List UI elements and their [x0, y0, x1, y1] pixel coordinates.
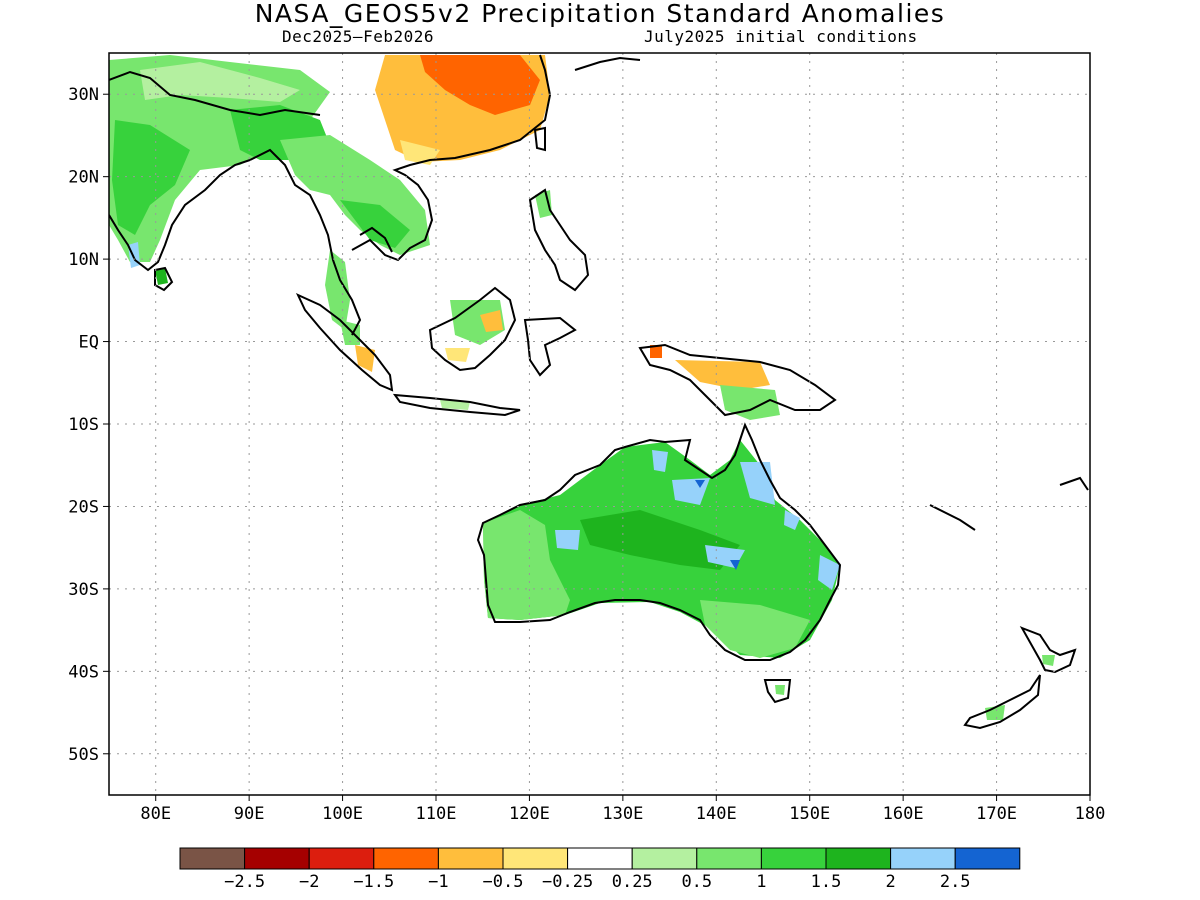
- borneo-negative-patch: [480, 310, 503, 332]
- australia-strong-dot: [730, 560, 740, 570]
- colorbar-swatch: [825, 847, 892, 870]
- y-tick-label: 50S: [68, 745, 99, 765]
- australia-strong-dot-2: [695, 480, 705, 488]
- borneo-south-patch: [445, 348, 470, 362]
- x-tick-label: 120E: [509, 804, 550, 824]
- colorbar-swatch: [760, 847, 827, 870]
- y-tick-label: 40S: [68, 662, 99, 682]
- colorbar-label: −1.5: [353, 872, 394, 892]
- colorbar-swatch: [502, 847, 569, 870]
- new-zealand-south-positive: [985, 705, 1005, 720]
- colorbar-label: −0.25: [542, 872, 593, 892]
- south-china-strong-negative: [420, 55, 540, 115]
- new-zealand-north-positive: [1042, 655, 1055, 666]
- map-title: NASA_GEOS5v2 Precipitation Standard Anom…: [254, 0, 946, 28]
- x-tick-label: 110E: [416, 804, 457, 824]
- colorbar-label: −0.5: [483, 872, 524, 892]
- latitude-axis: 30N 20N 10N EQ 10S 20S 30S 40S 50S: [68, 85, 109, 765]
- australia-east-blue: [818, 555, 840, 590]
- australia-south-weaker-anomaly: [700, 600, 810, 658]
- colorbar-swatch: [631, 847, 698, 870]
- colorbar-swatch: [308, 847, 375, 870]
- x-tick-label: 150E: [789, 804, 830, 824]
- new-guinea-positive-anomaly: [720, 385, 780, 420]
- y-tick-label: 10S: [68, 415, 99, 435]
- x-tick-label: 100E: [322, 804, 363, 824]
- new-guinea-negative-anomaly: [675, 360, 770, 390]
- colorbar-label: 2.5: [940, 872, 971, 892]
- x-tick-label: 160E: [883, 804, 924, 824]
- y-tick-label: 20N: [68, 168, 99, 188]
- colorbar-label: 2: [885, 872, 895, 892]
- colorbar-swatch: [567, 847, 633, 870]
- x-tick-label: 140E: [696, 804, 737, 824]
- colorbar-swatch: [244, 847, 310, 870]
- india-stronger-anomaly: [112, 120, 190, 235]
- colorbar-label: 1: [756, 872, 766, 892]
- y-tick-label: 10N: [68, 250, 99, 270]
- north-india-weak-anomaly: [140, 62, 300, 102]
- colorbar-label: −1: [428, 872, 448, 892]
- colorbar-swatch: [437, 847, 504, 870]
- x-tick-label: 170E: [976, 804, 1017, 824]
- new-guinea-west-patch: [650, 345, 662, 358]
- anomaly-shading: [109, 55, 1055, 720]
- colorbar-label: 0.5: [681, 872, 712, 892]
- y-tick-label: EQ: [79, 333, 99, 353]
- grid-lines: [109, 53, 1090, 795]
- colorbar: −2.5 −2 −1.5 −1 −0.5 −0.25 0.25 0.5 1 1.5 2 2.5: [179, 847, 1021, 892]
- y-tick-label: 20S: [68, 497, 99, 517]
- colorbar-label: −2.5: [224, 872, 265, 892]
- indochina-stronger-anomaly: [340, 200, 410, 248]
- x-tick-label: 130E: [602, 804, 643, 824]
- x-tick-label: 180: [1075, 804, 1106, 824]
- india-west-coast-blue: [128, 242, 140, 268]
- sumatra-negative-patch: [355, 345, 375, 372]
- colorbar-swatch: [373, 847, 439, 870]
- x-tick-label: 90E: [234, 804, 265, 824]
- tasmania-positive: [775, 685, 785, 695]
- sri-lanka-positive: [155, 268, 168, 285]
- colorbar-swatch: [890, 847, 956, 870]
- colorbar-label: 1.5: [811, 872, 842, 892]
- coastlines: [109, 54, 1089, 730]
- colorbar-swatch: [179, 847, 246, 870]
- malay-positive-anomaly: [325, 250, 350, 330]
- australia-nt-blue: [652, 450, 668, 472]
- australia-central-stronger: [580, 510, 740, 570]
- australia-west-blue: [555, 530, 580, 550]
- australia-east-coast-blue: [784, 510, 800, 530]
- south-china-light-negative: [400, 140, 440, 165]
- y-tick-label: 30S: [68, 580, 99, 600]
- season-label: Dec2025–Feb2026: [282, 27, 434, 46]
- x-tick-label: 80E: [140, 804, 171, 824]
- colorbar-label: −2: [299, 872, 319, 892]
- colorbar-swatch: [696, 847, 762, 870]
- y-tick-label: 30N: [68, 85, 99, 105]
- initial-conditions-label: July2025 initial conditions: [644, 27, 918, 46]
- java-positive-patch: [440, 400, 470, 410]
- longitude-axis: 80E 90E 100E 110E 120E 130E 140E 150E 160E 170E 18…: [140, 795, 1105, 824]
- australia-west-weaker-anomaly: [483, 510, 570, 620]
- colorbar-label: 0.25: [612, 872, 653, 892]
- colorbar-swatch: [954, 847, 1021, 870]
